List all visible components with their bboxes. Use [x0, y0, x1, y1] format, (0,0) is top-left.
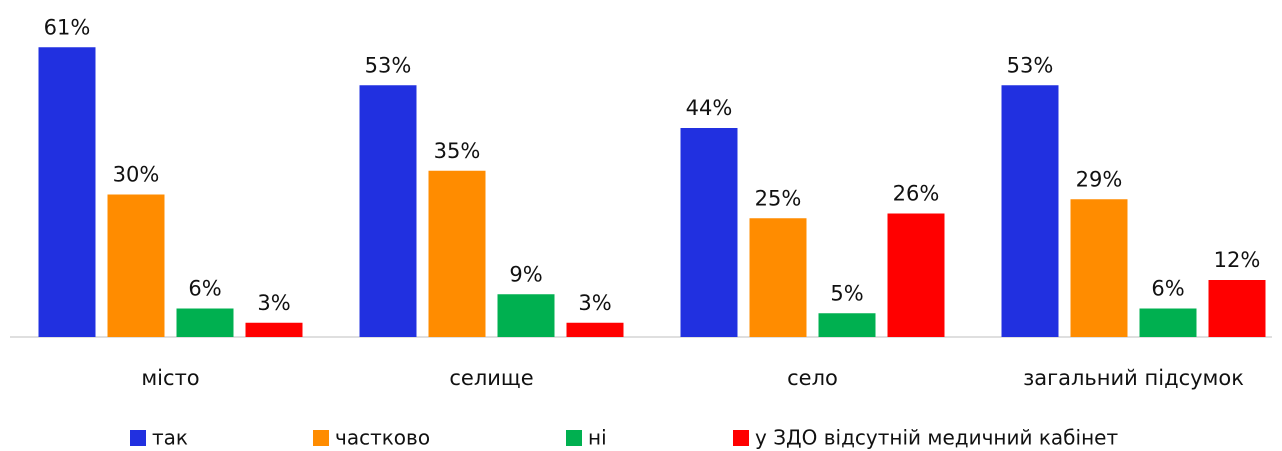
value-label: 3% [578, 291, 611, 315]
value-label: 29% [1076, 167, 1123, 191]
value-label: 35% [434, 139, 481, 163]
bar [680, 128, 738, 337]
x-tick-label: село [787, 366, 838, 390]
legend-swatch [566, 430, 582, 446]
bar [566, 322, 624, 337]
bar [1070, 199, 1128, 337]
x-tick-label: місто [141, 366, 199, 390]
legend-label: ні [588, 426, 607, 450]
bar [818, 313, 876, 337]
bar [245, 322, 303, 337]
value-label: 44% [686, 96, 733, 120]
legend-item: частково [313, 426, 430, 450]
bar [359, 85, 417, 337]
value-label: 12% [1214, 248, 1261, 272]
bar [1139, 308, 1197, 337]
legend-label: частково [335, 426, 430, 450]
bar [1001, 85, 1059, 337]
value-label: 5% [830, 281, 863, 305]
value-label: 30% [113, 163, 160, 187]
value-label: 25% [755, 186, 802, 210]
bar [1208, 280, 1266, 337]
x-tick-label: селище [449, 366, 533, 390]
value-label: 61% [44, 15, 91, 39]
bar [176, 308, 234, 337]
legend-label: у ЗДО відсутній медичний кабінет [755, 426, 1118, 450]
value-label: 9% [509, 262, 542, 286]
legend-swatch [313, 430, 329, 446]
legend-item: у ЗДО відсутній медичний кабінет [733, 426, 1118, 450]
legend-swatch [130, 430, 146, 446]
legend-label: так [152, 426, 188, 450]
bar [428, 170, 486, 337]
bar [107, 194, 165, 337]
value-label: 6% [188, 277, 221, 301]
legend-item: ні [566, 426, 607, 450]
value-label: 3% [257, 291, 290, 315]
value-label: 26% [893, 182, 940, 206]
value-label: 6% [1151, 277, 1184, 301]
value-label: 53% [1007, 53, 1054, 77]
bar [887, 213, 945, 337]
bar [749, 218, 807, 337]
legend-item: так [130, 426, 188, 450]
legend: так частково ні у ЗДО відсутній медичний ка… [130, 426, 1118, 450]
x-tick-label: загальний підсумок [1023, 366, 1244, 390]
bar [38, 47, 96, 337]
legend-swatch [733, 430, 749, 446]
bar [497, 294, 555, 337]
value-label: 53% [365, 53, 412, 77]
